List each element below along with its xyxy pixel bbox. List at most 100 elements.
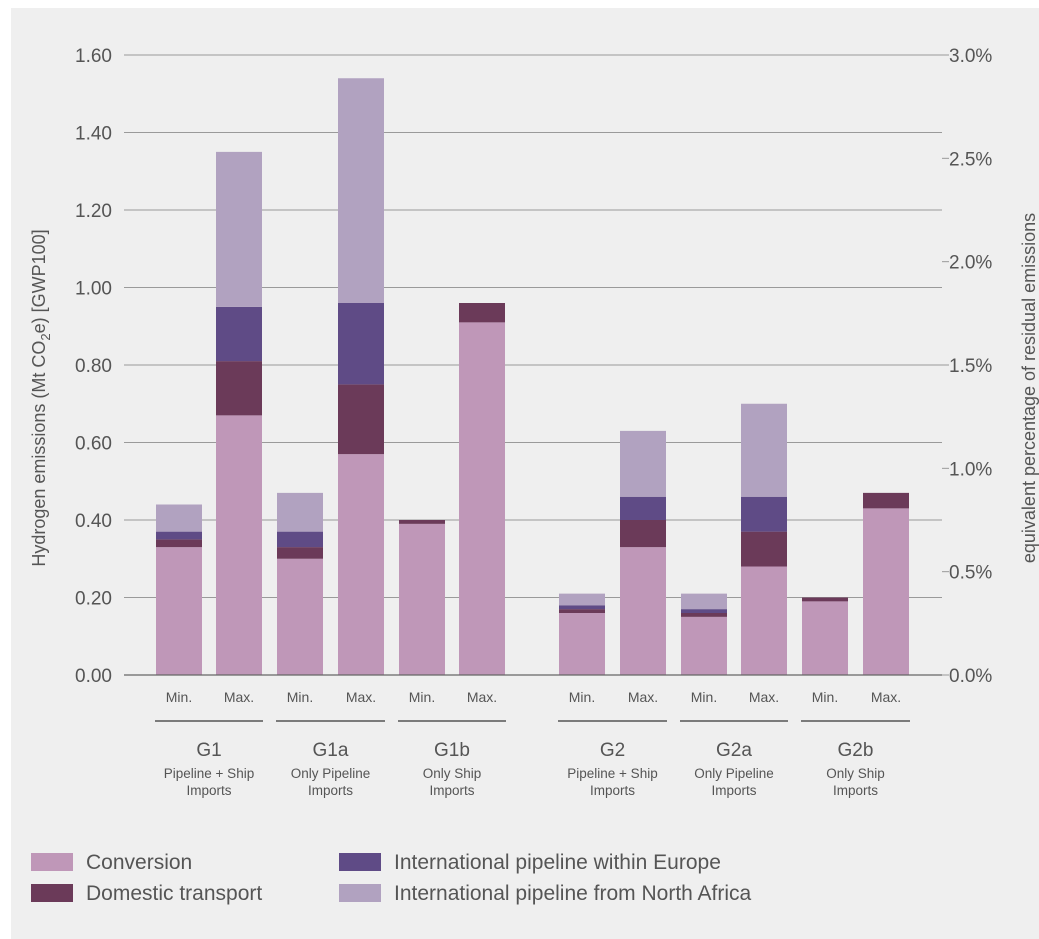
- y-axis-title-part: e) [GWP100]: [29, 229, 49, 333]
- chart-container: 0.00 0.20 0.40 0.60 0.80 1.00 1.20 1.40 1.60 0.0…: [11, 8, 1039, 939]
- bar-segment-domestic-transport: [863, 492, 909, 509]
- bar-segment-international-pipeline-from-north-africa: [559, 593, 605, 606]
- case-label: Max.: [749, 689, 779, 705]
- bar-segment-domestic-transport: [741, 531, 787, 567]
- y-tick-label: 0.60: [75, 434, 112, 455]
- bar-segment-conversion: [459, 322, 505, 675]
- y-tick-label: 0.40: [75, 511, 112, 532]
- bar-segment-domestic-transport: [559, 609, 605, 613]
- y2-tick-label: 0.0%: [949, 666, 992, 687]
- y-axis-title-subscript: 2: [38, 333, 53, 340]
- bar-segment-domestic-transport: [620, 520, 666, 548]
- bar-segment-international-pipeline-within-europe: [277, 531, 323, 548]
- case-label: Max.: [467, 689, 497, 705]
- y2-tick-label: 1.5%: [949, 356, 992, 377]
- group-subtitle: Only Pipeline: [291, 766, 371, 781]
- stacked-bar-chart: 0.00 0.20 0.40 0.60 0.80 1.00 1.20 1.40 1.60 0.0…: [29, 46, 1039, 905]
- bar-segment-international-pipeline-within-europe: [338, 303, 384, 385]
- bar-segment-international-pipeline-from-north-africa: [156, 504, 202, 532]
- bar-segment-conversion: [681, 616, 727, 675]
- bar-segment-conversion: [802, 601, 848, 675]
- bar-segment-domestic-transport: [399, 520, 445, 524]
- group-subtitle: Imports: [308, 783, 353, 798]
- bar-segment-domestic-transport: [459, 303, 505, 323]
- legend-label: Domestic transport: [86, 882, 262, 905]
- case-label: Max.: [224, 689, 254, 705]
- bar-segment-conversion: [399, 523, 445, 675]
- bar-segment-international-pipeline-within-europe: [620, 496, 666, 520]
- group-subtitle: Imports: [590, 783, 635, 798]
- legend-label: Conversion: [86, 851, 192, 874]
- y-tick-label: 1.40: [75, 124, 112, 145]
- bar-segment-domestic-transport: [681, 613, 727, 617]
- bar-segment-international-pipeline-from-north-africa: [216, 151, 262, 307]
- bar-segment-domestic-transport: [277, 547, 323, 559]
- group-subtitle: Imports: [186, 783, 231, 798]
- bar-segment-international-pipeline-from-north-africa: [620, 430, 666, 497]
- case-label: Max.: [628, 689, 658, 705]
- bar-segment-international-pipeline-from-north-africa: [277, 492, 323, 532]
- group-name: G2b: [838, 740, 874, 761]
- case-label: Min.: [569, 689, 595, 705]
- group-name: G1b: [434, 740, 470, 761]
- group-subtitle: Pipeline + Ship: [567, 766, 657, 781]
- bar-segment-international-pipeline-from-north-africa: [681, 593, 727, 610]
- case-label: Min.: [812, 689, 838, 705]
- y2-axis-title: equivalent percentage of residual emissi…: [1019, 213, 1039, 563]
- group-subtitle: Pipeline + Ship: [164, 766, 254, 781]
- bar-segment-international-pipeline-from-north-africa: [338, 78, 384, 303]
- legend-swatch: [31, 853, 73, 871]
- bar-segment-international-pipeline-within-europe: [681, 609, 727, 613]
- case-label: Min.: [287, 689, 313, 705]
- y-tick-label: 0.00: [75, 666, 112, 687]
- bar-segment-international-pipeline-within-europe: [216, 306, 262, 362]
- case-label: Min.: [166, 689, 192, 705]
- y-tick-label: 0.80: [75, 356, 112, 377]
- bar-segment-conversion: [741, 566, 787, 675]
- y-tick-label: 1.60: [75, 46, 112, 67]
- legend-label: International pipeline from North Africa: [394, 882, 752, 905]
- bar-segment-international-pipeline-within-europe: [741, 496, 787, 532]
- case-label: Min.: [409, 689, 435, 705]
- x-category-labels: Min. Max. Min. Max. Min. Max. Min. Max. Min. Max.…: [155, 689, 910, 798]
- case-label: Max.: [871, 689, 901, 705]
- group-name: G2a: [716, 740, 752, 761]
- y2-tick-label: 2.5%: [949, 149, 992, 170]
- bar-segment-conversion: [338, 454, 384, 675]
- y-tick-labels: 0.00 0.20 0.40 0.60 0.80 1.00 1.20 1.40 1.60: [75, 46, 112, 687]
- group-name: G1: [196, 740, 221, 761]
- bar-segment-international-pipeline-within-europe: [559, 605, 605, 610]
- y2-tick-label: 3.0%: [949, 46, 992, 67]
- bar-segment-domestic-transport: [802, 597, 848, 602]
- group-subtitle: Only Ship: [423, 766, 482, 781]
- legend-swatch: [31, 884, 73, 902]
- bar-segment-conversion: [620, 547, 666, 675]
- y2-tick-label: 1.0%: [949, 459, 992, 480]
- group-subtitle: Only Pipeline: [694, 766, 774, 781]
- bar-segment-international-pipeline-from-north-africa: [741, 403, 787, 497]
- bars: [156, 78, 909, 675]
- group-name: G1a: [313, 740, 349, 761]
- case-label: Max.: [346, 689, 376, 705]
- y2-tick-labels: 0.0% 0.5% 1.0% 1.5% 2.0% 2.5% 3.0%: [942, 46, 992, 687]
- legend-swatch: [339, 853, 381, 871]
- bar-segment-domestic-transport: [338, 384, 384, 455]
- legend: Conversion Domestic transport Internationa…: [31, 851, 752, 905]
- y-tick-label: 0.20: [75, 589, 112, 610]
- group-subtitle: Only Ship: [826, 766, 885, 781]
- bar-segment-conversion: [277, 558, 323, 675]
- group-name: G2: [600, 740, 625, 761]
- bar-segment-conversion: [559, 613, 605, 675]
- legend-swatch: [339, 884, 381, 902]
- bar-segment-domestic-transport: [156, 539, 202, 548]
- group-subtitle: Imports: [429, 783, 474, 798]
- bar-segment-conversion: [156, 547, 202, 675]
- y-tick-label: 1.20: [75, 201, 112, 222]
- y2-tick-label: 0.5%: [949, 563, 992, 584]
- y2-tick-label: 2.0%: [949, 253, 992, 274]
- group-subtitle: Imports: [711, 783, 756, 798]
- y-tick-label: 1.00: [75, 279, 112, 300]
- bar-segment-international-pipeline-within-europe: [156, 531, 202, 540]
- bar-segment-conversion: [863, 508, 909, 675]
- case-label: Min.: [691, 689, 717, 705]
